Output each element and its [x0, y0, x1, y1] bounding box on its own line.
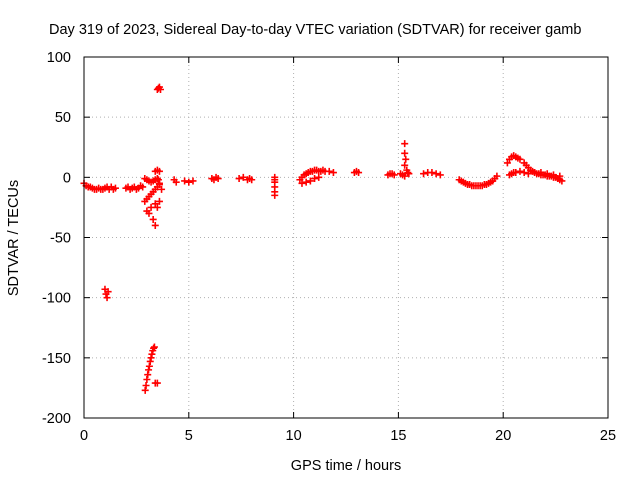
grid	[84, 57, 608, 418]
data-point	[404, 169, 412, 177]
data-point	[298, 179, 306, 187]
data-point	[147, 354, 155, 362]
data-point	[155, 197, 163, 205]
data-point	[537, 169, 545, 177]
data-point	[150, 344, 158, 352]
data-point	[146, 357, 154, 365]
data-point	[516, 155, 524, 163]
data-point	[524, 170, 532, 178]
data-point	[401, 172, 409, 180]
data-point	[157, 85, 165, 93]
data-point	[306, 177, 314, 185]
y-tick-label: -50	[50, 231, 71, 247]
data-point	[151, 200, 159, 208]
data-point	[189, 177, 197, 185]
data-point	[153, 203, 161, 211]
x-tick-label: 20	[495, 428, 511, 444]
data-point	[143, 375, 151, 383]
data-point	[558, 177, 566, 185]
y-tick-label: -150	[42, 351, 71, 367]
data-point	[153, 175, 161, 183]
y-tick-label: 100	[47, 50, 71, 66]
data-point	[103, 294, 111, 302]
x-tick-label: 5	[185, 428, 193, 444]
x-tick-label: 15	[390, 428, 406, 444]
chart-title: Day 319 of 2023, Sidereal Day-to-day VTE…	[49, 22, 581, 38]
data-point	[390, 171, 398, 179]
data-point	[311, 175, 319, 183]
data-point	[315, 173, 323, 181]
data-point	[401, 161, 409, 169]
x-axis-label: GPS time / hours	[291, 458, 401, 474]
data-point	[516, 167, 524, 175]
data-point	[145, 209, 153, 217]
x-tick-label: 25	[600, 428, 616, 444]
data-point	[153, 379, 161, 387]
data-point	[520, 169, 528, 177]
data-point	[436, 171, 444, 179]
data-point	[158, 185, 166, 193]
data-point	[214, 175, 222, 183]
y-axis-label: SDTVAR / TECUs	[6, 180, 22, 296]
data-point	[104, 288, 112, 296]
data-point	[155, 179, 163, 187]
data-point	[493, 172, 501, 180]
data-point	[145, 362, 153, 370]
data-point	[405, 170, 413, 178]
data-point	[185, 178, 193, 186]
data-point	[141, 386, 149, 394]
data-point	[531, 169, 539, 177]
data-point	[512, 169, 520, 177]
data-point	[153, 166, 161, 174]
data-point	[325, 167, 333, 175]
data-points	[80, 83, 566, 394]
data-point	[235, 175, 243, 183]
data-point	[172, 178, 180, 186]
data-point	[142, 382, 150, 390]
data-point	[181, 177, 189, 185]
y-tick-label: 0	[63, 170, 71, 186]
data-point	[111, 184, 119, 192]
data-point	[145, 366, 153, 374]
data-point	[239, 173, 247, 181]
axis-ticks: 0 5 10 15 20 25 -200 -150 -100 -50 0 50 100	[42, 50, 616, 444]
data-point	[503, 159, 511, 167]
data-point	[401, 140, 409, 148]
data-point	[148, 350, 156, 358]
plot-frame	[83, 56, 609, 419]
data-point	[556, 172, 564, 180]
data-point	[248, 176, 256, 184]
data-point	[147, 203, 155, 211]
data-point	[401, 149, 409, 157]
x-tick-label: 0	[80, 428, 88, 444]
data-point	[139, 183, 147, 191]
data-point	[149, 215, 157, 223]
y-tick-label: 50	[55, 110, 71, 126]
data-point	[428, 169, 436, 177]
data-point	[271, 173, 279, 181]
data-point	[302, 178, 310, 186]
data-point	[144, 371, 152, 379]
data-point	[151, 221, 159, 229]
data-point	[543, 170, 551, 178]
data-point	[150, 343, 158, 351]
data-point	[550, 171, 558, 179]
data-point	[154, 176, 162, 184]
data-point	[432, 170, 440, 178]
y-tick-label: -100	[42, 291, 71, 307]
data-point	[420, 170, 428, 178]
x-tick-label: 10	[286, 428, 302, 444]
data-point	[329, 169, 337, 177]
y-tick-label: -200	[42, 411, 71, 427]
data-point	[355, 169, 363, 177]
data-point	[402, 155, 410, 163]
